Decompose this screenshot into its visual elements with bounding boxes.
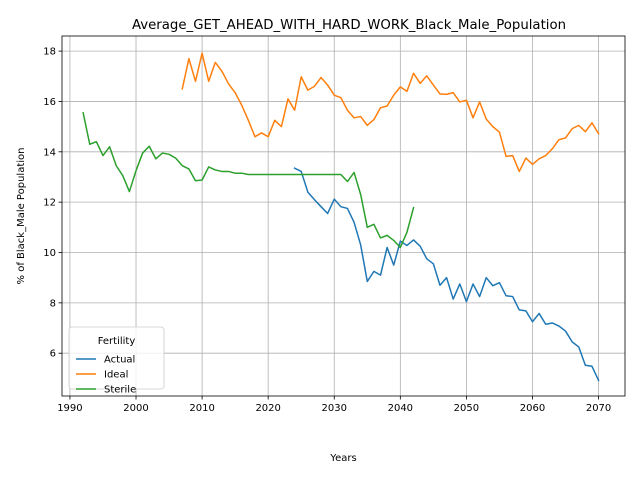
- y-tick-label: 8: [50, 298, 56, 309]
- x-tick-label: 2000: [123, 403, 148, 414]
- series-line-sterile: [82, 111, 415, 249]
- legend-title: Fertility: [98, 336, 136, 347]
- series-layer: [82, 52, 600, 382]
- x-tick-label: 2040: [388, 403, 413, 414]
- series-line-actual: [293, 167, 600, 382]
- x-tick-label: 1990: [57, 403, 82, 414]
- x-tick-label: 2060: [520, 403, 545, 414]
- y-tick-label: 16: [43, 97, 56, 108]
- x-axis-label: Years: [329, 453, 356, 464]
- x-tick-label: 2010: [189, 403, 214, 414]
- x-tick-label: 2030: [322, 403, 347, 414]
- series-line-ideal: [181, 52, 600, 173]
- legend-label-ideal: Ideal: [104, 370, 128, 381]
- chart-title: Average_GET_AHEAD_WITH_HARD_WORK_Black_M…: [132, 18, 566, 33]
- x-tick-label: 2070: [586, 403, 611, 414]
- y-tick-label: 14: [43, 147, 56, 158]
- x-tick-label: 2020: [255, 403, 280, 414]
- y-tick-label: 6: [50, 349, 56, 360]
- legend: Fertility Actual Ideal Sterile: [68, 326, 165, 396]
- plot-frame: [61, 35, 626, 397]
- legend-label-actual: Actual: [104, 355, 135, 366]
- y-tick-label: 18: [43, 47, 56, 58]
- y-tick-label: 10: [43, 248, 56, 259]
- x-tick-label: 2050: [454, 403, 479, 414]
- y-axis-label: % of Black_Male Population: [16, 148, 27, 285]
- y-tick-label: 12: [43, 198, 56, 209]
- legend-items: Actual Ideal Sterile: [76, 355, 136, 396]
- legend-label-sterile: Sterile: [104, 385, 136, 396]
- x-axis: 1990 2000 2010 2020 2030 2040 2050 2060 2070: [57, 396, 611, 414]
- y-axis: 6 8 10 12 14 16 18: [43, 47, 62, 360]
